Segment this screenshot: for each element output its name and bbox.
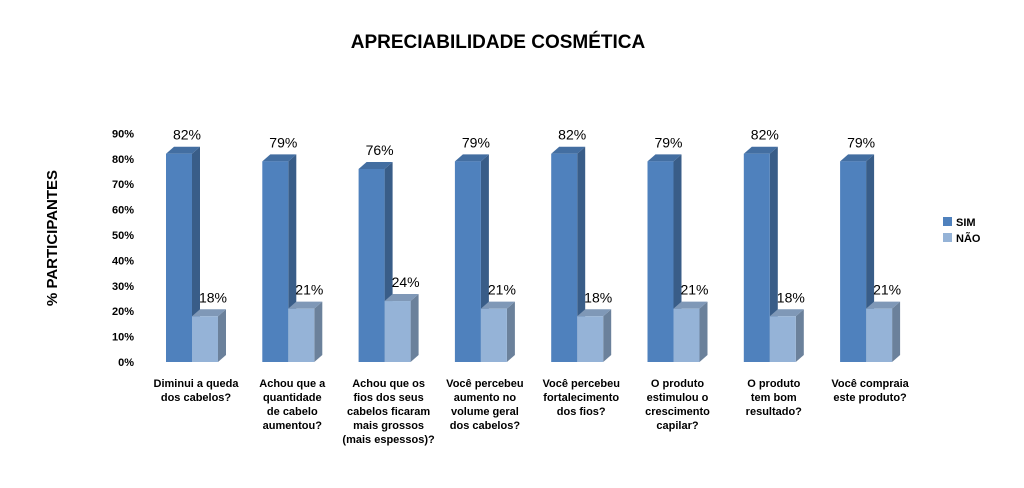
bar-front	[647, 161, 674, 362]
data-label: 82%	[173, 127, 201, 143]
bar-front	[480, 308, 507, 362]
data-label: 82%	[558, 127, 586, 143]
legend-swatch	[943, 233, 952, 242]
data-label: 21%	[873, 282, 901, 298]
bar-front	[454, 161, 481, 362]
bar-nao	[192, 309, 226, 362]
data-label: 24%	[392, 274, 420, 290]
data-label: 18%	[199, 289, 227, 305]
data-label: 18%	[777, 289, 805, 305]
bar-nao	[866, 301, 901, 362]
bar-top	[192, 309, 226, 317]
bar-front	[384, 301, 411, 362]
y-tick-label: 60%	[112, 205, 134, 217]
bar-side	[577, 146, 586, 362]
y-tick-label: 0%	[118, 357, 134, 369]
bar-front	[551, 153, 578, 362]
chart-title: APRECIABILIDADE COSMÉTICA	[351, 31, 646, 53]
bar-front	[769, 316, 796, 362]
bar-side	[892, 301, 901, 362]
bar-side	[603, 309, 612, 362]
bar-sim	[743, 146, 778, 362]
bar-front	[358, 168, 385, 362]
y-tick-label: 40%	[112, 255, 134, 267]
bar-nao	[769, 309, 804, 362]
bar-top	[384, 294, 419, 302]
bar-nao	[673, 301, 708, 362]
bar-front	[840, 161, 867, 362]
bar-top	[358, 161, 393, 169]
bar-top	[840, 154, 875, 162]
bar-side	[192, 146, 200, 362]
data-label: 76%	[366, 142, 394, 158]
data-label: 79%	[462, 134, 490, 150]
bar-nao	[577, 309, 612, 362]
bar-front	[288, 308, 315, 362]
data-label: 79%	[269, 134, 297, 150]
bar-front	[743, 153, 770, 362]
bar-nao	[480, 301, 515, 362]
bar-top	[647, 154, 682, 162]
y-tick-label: 20%	[112, 306, 134, 318]
bar-side	[769, 146, 778, 362]
bar-top	[480, 301, 515, 309]
bar-sim	[551, 146, 586, 362]
bar-top	[577, 309, 612, 317]
bar-front	[262, 161, 289, 362]
legend-entry: SIM	[956, 217, 976, 229]
bar-side	[506, 301, 515, 362]
y-tick-label: 10%	[112, 332, 134, 344]
bar-top	[288, 301, 323, 309]
y-tick-label: 70%	[112, 179, 134, 191]
legend-swatch	[943, 217, 952, 226]
y-tick-label: 50%	[112, 230, 134, 242]
data-label: 79%	[847, 134, 875, 150]
y-axis-label: % PARTICIPANTES	[44, 170, 61, 306]
bar-side	[699, 301, 708, 362]
data-label: 79%	[654, 134, 682, 150]
bar-front	[166, 153, 192, 362]
category-label: Diminui a queda dos cabelos?	[154, 378, 240, 404]
y-tick-label: 30%	[112, 281, 134, 293]
bar-top	[673, 301, 708, 309]
bar-top	[743, 146, 778, 154]
category-label: Você percebeu aumento no volume geral dos c…	[446, 378, 523, 432]
y-tick-label: 90%	[112, 128, 134, 140]
bar-sim	[262, 154, 297, 362]
bar-front	[577, 316, 604, 362]
bar-side	[410, 294, 419, 362]
bar-sim	[166, 146, 200, 362]
category-label: Achou que os fios dos seus cabelos ficaram…	[342, 378, 435, 446]
category-label: Achou que a quantidade de cabelo aumentou?	[259, 378, 326, 432]
category-label: Você compraia este produto?	[831, 378, 909, 404]
category-label: Você percebeu fortalecimento dos fios?	[542, 378, 619, 418]
data-label: 21%	[488, 282, 516, 298]
bar-nao	[384, 294, 419, 362]
bar-side	[795, 309, 804, 362]
bar-top	[551, 146, 586, 154]
bar-front	[866, 308, 893, 362]
category-label: O produto estimulou o crescimento capilar?	[645, 378, 710, 432]
bar-sim	[454, 154, 489, 362]
bar-top	[262, 154, 297, 162]
bar-side	[218, 309, 226, 362]
y-tick-label: 80%	[112, 154, 134, 166]
data-label: 21%	[295, 282, 323, 298]
legend-entry: NÃO	[956, 232, 981, 245]
bar-front	[673, 308, 700, 362]
bar-top	[769, 309, 804, 317]
data-label: 21%	[680, 282, 708, 298]
bar-front	[192, 316, 218, 362]
data-label: 18%	[584, 289, 612, 305]
bar-top	[166, 146, 200, 154]
data-label: 82%	[751, 127, 779, 143]
bar-nao	[288, 301, 323, 362]
bar-side	[314, 301, 323, 362]
category-label: O produto tem bom resultado?	[746, 378, 803, 418]
bar-top	[866, 301, 901, 309]
bar-top	[454, 154, 489, 162]
